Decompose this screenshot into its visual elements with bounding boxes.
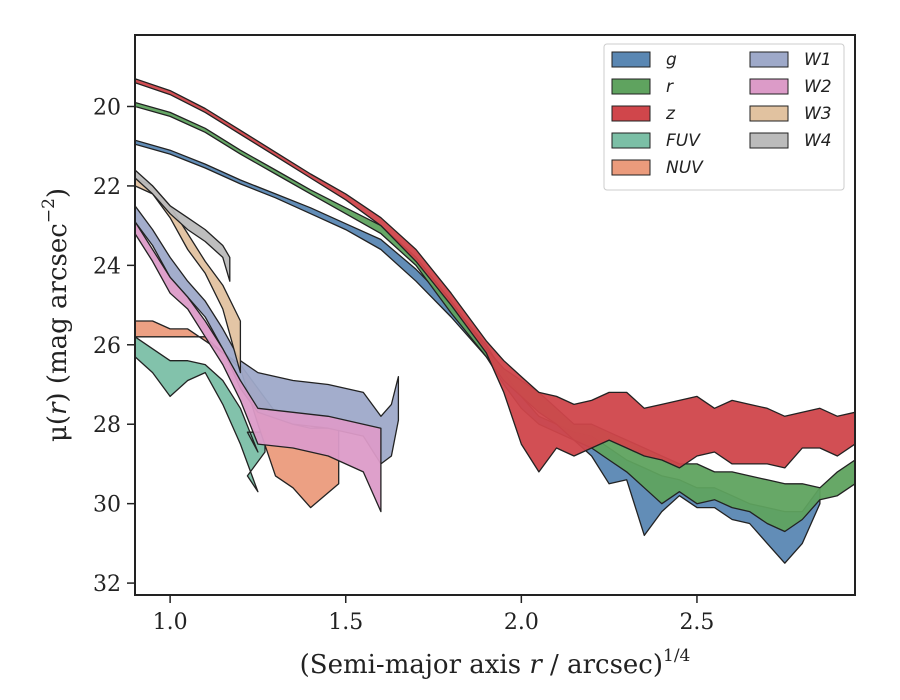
legend-label-w2: W2 bbox=[804, 77, 832, 97]
legend-label-z: z bbox=[665, 104, 676, 124]
legend-swatch-g bbox=[611, 51, 651, 68]
x-tick-label: 1.0 bbox=[153, 610, 188, 635]
series-band-z bbox=[135, 78, 855, 473]
y-tick-label: 24 bbox=[93, 254, 121, 279]
legend-swatch-w3 bbox=[749, 105, 789, 122]
series-band-nuv bbox=[135, 320, 340, 509]
y-axis-label: μ(r) (mag arcsec−2) bbox=[39, 188, 73, 442]
legend-label-r: r bbox=[666, 77, 674, 97]
legend-swatch-w1 bbox=[749, 51, 789, 68]
legend-swatch-w4 bbox=[749, 132, 789, 149]
series-layer bbox=[135, 78, 855, 564]
y-tick-label: 32 bbox=[93, 572, 121, 597]
legend-swatch-w2 bbox=[749, 78, 789, 95]
legend-label-w4: W4 bbox=[804, 131, 832, 151]
y-tick-label: 28 bbox=[93, 413, 121, 438]
x-axis-ticks: 1.0 1.5 2.0 2.5 bbox=[153, 595, 714, 635]
legend-label-fuv: FUV bbox=[666, 131, 701, 151]
series-band-w4 bbox=[135, 169, 231, 282]
y-tick-label: 22 bbox=[93, 175, 121, 200]
series-band-fuv bbox=[135, 336, 266, 493]
x-axis-label: (Semi-major axis r / arcsec)1/4 bbox=[300, 646, 691, 680]
legend-swatch-r bbox=[611, 78, 651, 95]
y-tick-label: 30 bbox=[93, 493, 121, 518]
legend-swatch-z bbox=[611, 105, 651, 122]
legend: grz FUV NUV W1 W2 W3 W4 bbox=[603, 43, 845, 191]
y-tick-label: 26 bbox=[93, 334, 121, 359]
plot-frame bbox=[134, 34, 856, 596]
legend-swatch-nuv bbox=[611, 159, 651, 176]
series-band-w1 bbox=[135, 205, 400, 465]
legend-label-g: g bbox=[666, 50, 677, 70]
legend-label-nuv: NUV bbox=[666, 158, 704, 178]
y-tick-label: 20 bbox=[93, 95, 121, 120]
series-band-w2 bbox=[135, 221, 382, 513]
x-tick-label: 1.5 bbox=[328, 610, 363, 635]
legend-label-w3: W3 bbox=[804, 104, 832, 124]
y-axis-ticks: 20 22 24 26 28 30 32 bbox=[93, 95, 135, 597]
x-tick-label: 2.5 bbox=[679, 610, 714, 635]
legend-label-w1: W1 bbox=[804, 50, 832, 70]
legend-swatch-fuv bbox=[611, 132, 651, 149]
x-tick-label: 2.0 bbox=[504, 610, 539, 635]
